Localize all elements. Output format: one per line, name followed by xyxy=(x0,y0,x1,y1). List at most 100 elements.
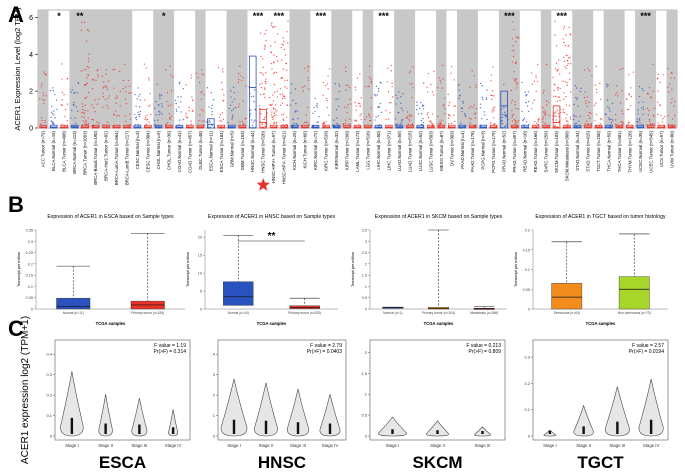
c-xtick-label: Stage III xyxy=(474,443,490,448)
a-point xyxy=(282,44,285,46)
c-violin-box xyxy=(264,420,268,434)
a-point xyxy=(149,104,151,106)
c-violin xyxy=(286,388,310,437)
c-ytick-label: 2 xyxy=(213,393,216,398)
a-point xyxy=(370,96,372,99)
a-point xyxy=(622,113,624,115)
a-xtick-label: MESO.Tumor (n=87) xyxy=(439,130,444,170)
a-point xyxy=(586,105,589,108)
a-point xyxy=(431,125,434,127)
a-xtick-label: COAD.Tumor (n=457) xyxy=(187,130,192,173)
a-xtick-label: THCA.Tumor (n=501) xyxy=(617,130,622,172)
a-point xyxy=(86,77,88,79)
b-y-axis-label: Transcript per million xyxy=(186,252,190,287)
gray-band-meso xyxy=(436,10,447,128)
b-xtick-label: Seminoma (n=64) xyxy=(554,311,580,315)
a-box xyxy=(374,124,383,129)
a-point xyxy=(273,123,275,125)
a-point xyxy=(325,84,327,87)
c-ytick-label: 0.5 xyxy=(361,413,367,418)
a-point xyxy=(230,90,232,92)
a-point xyxy=(129,118,131,120)
a-point xyxy=(146,114,148,117)
a-point xyxy=(237,81,240,83)
a-significance: * xyxy=(162,11,166,21)
a-significance: *** xyxy=(253,11,264,21)
c-violin xyxy=(573,404,594,437)
a-point xyxy=(542,116,544,119)
a-point xyxy=(409,83,411,85)
a-point xyxy=(342,123,345,125)
a-point xyxy=(515,77,517,80)
a-point xyxy=(387,91,390,93)
a-point xyxy=(614,119,617,121)
a-point xyxy=(465,115,467,118)
a-point xyxy=(137,113,140,116)
a-point xyxy=(441,119,443,121)
a-point xyxy=(544,112,547,115)
a-point xyxy=(52,123,54,125)
a-box xyxy=(269,124,278,129)
a-point xyxy=(112,69,114,71)
a-point xyxy=(85,40,88,42)
a-point xyxy=(145,67,148,69)
a-point xyxy=(272,27,274,29)
b-x-axis-label: TCGA samples xyxy=(257,321,287,326)
c-ytick-label: 0 xyxy=(213,434,216,439)
c-violin-box xyxy=(436,430,439,434)
a-point xyxy=(426,91,429,93)
a-point xyxy=(652,90,655,92)
a-point xyxy=(662,117,664,120)
a-box xyxy=(112,124,121,129)
a-significance: *** xyxy=(504,11,515,21)
a-point xyxy=(41,119,43,122)
a-point xyxy=(276,90,278,92)
a-point xyxy=(422,104,425,107)
a-xtick-label: SKCM.Tumor (n=103) xyxy=(554,130,559,173)
a-point xyxy=(238,103,240,105)
a-point xyxy=(562,80,564,82)
a-point xyxy=(274,41,276,43)
a-point xyxy=(564,44,567,47)
a-point xyxy=(642,108,645,111)
a-point xyxy=(522,118,525,121)
a-point xyxy=(94,110,96,113)
a-point xyxy=(545,104,548,106)
a-point xyxy=(137,87,139,89)
a-point xyxy=(365,116,368,118)
gray-band-uvm xyxy=(666,10,677,128)
a-point xyxy=(411,96,414,99)
a-point xyxy=(335,109,338,111)
a-point xyxy=(135,116,138,118)
a-point xyxy=(469,122,471,124)
a-point xyxy=(258,105,261,107)
a-point xyxy=(119,90,121,93)
a-point xyxy=(265,78,267,80)
a-point xyxy=(105,68,108,71)
c-panel-title: SKCM xyxy=(412,453,462,472)
a-xtick-label: UCEC.Tumor (n=545) xyxy=(648,130,653,172)
a-point xyxy=(186,116,188,119)
a-ytick-label: 6 xyxy=(29,15,33,22)
a-point xyxy=(260,112,262,115)
a-point xyxy=(334,83,336,85)
a-point xyxy=(147,105,150,108)
a-significance: *** xyxy=(557,11,568,21)
a-point xyxy=(281,43,283,45)
a-point xyxy=(326,99,328,102)
b-title: Expression of ACER1 in ESCA based on Sam… xyxy=(47,214,174,220)
a-point xyxy=(42,71,45,73)
a-point xyxy=(346,111,348,114)
a-point xyxy=(554,114,556,117)
a-point xyxy=(534,120,536,123)
a-point xyxy=(388,102,391,104)
a-point xyxy=(370,80,372,83)
c-ytick-label: 0 xyxy=(50,434,53,439)
a-point xyxy=(427,116,430,119)
gray-band-acc xyxy=(38,10,49,128)
a-point xyxy=(61,78,63,80)
a-point xyxy=(44,73,46,75)
a-point xyxy=(112,113,115,115)
a-point xyxy=(159,111,161,113)
a-point xyxy=(402,93,404,95)
